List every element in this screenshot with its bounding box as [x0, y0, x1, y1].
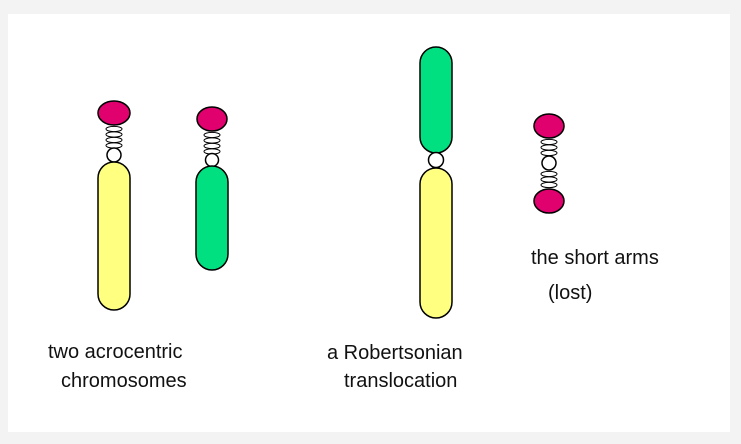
- short-arms-label-line1: the short arms: [531, 247, 659, 269]
- satellite-stalk: [203, 131, 221, 155]
- long-arm: [195, 165, 229, 271]
- fused-centromere: [541, 155, 557, 171]
- acrocentric-chromosome-yellow: [97, 100, 131, 311]
- centromere: [106, 147, 122, 163]
- yellow-arm: [419, 167, 453, 319]
- acrocentric-chromosome-green: [195, 106, 229, 271]
- short-arms-label-line2: (lost): [548, 282, 593, 304]
- centromere: [427, 151, 445, 169]
- robertsonian-chromosome: [419, 46, 453, 319]
- satellite-knob-bottom: [533, 188, 565, 214]
- lost-short-arms: [533, 113, 565, 214]
- centromere: [204, 152, 220, 168]
- green-arm: [419, 46, 453, 154]
- acrocentric-label-line2: chromosomes: [61, 370, 187, 392]
- satellite-knob-top: [533, 113, 565, 139]
- satellite-stalk-top: [540, 138, 558, 157]
- satellite-knob: [97, 100, 131, 126]
- satellite-stalk: [105, 125, 123, 149]
- satellite-stalk-bottom: [540, 170, 558, 189]
- satellite-knob: [196, 106, 228, 132]
- robertsonian-label-line1: a Robertsonian: [327, 342, 463, 364]
- acrocentric-label-line1: two acrocentric: [48, 341, 183, 363]
- long-arm: [97, 161, 131, 311]
- robertsonian-label-line2: translocation: [344, 370, 458, 392]
